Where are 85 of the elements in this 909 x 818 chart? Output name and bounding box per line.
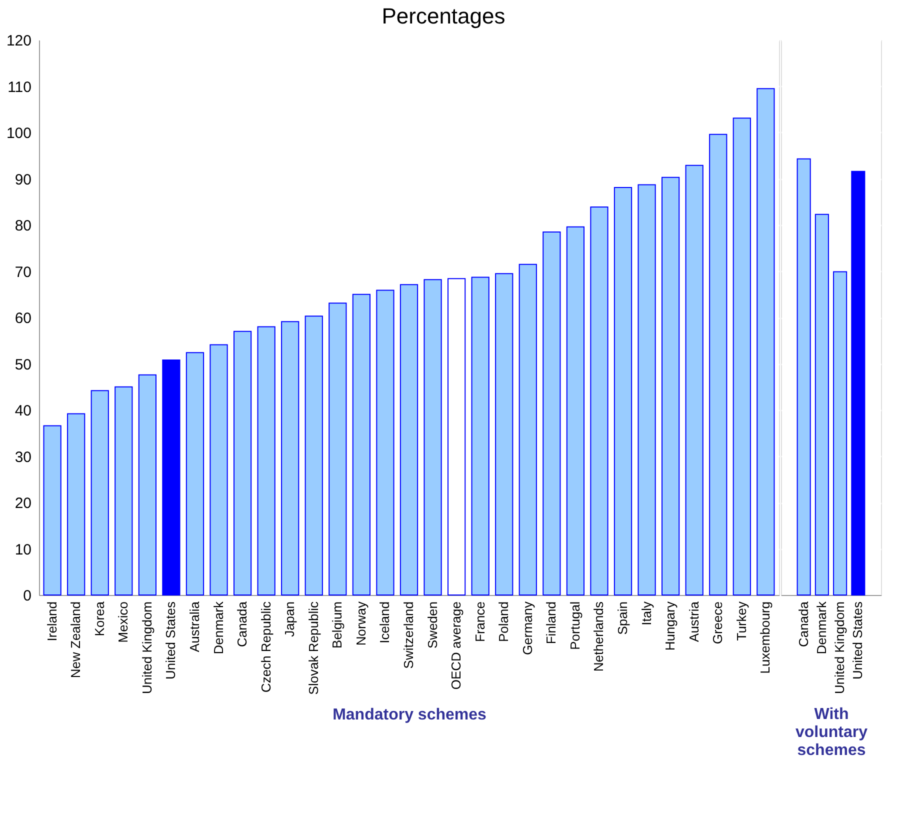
bar xyxy=(162,360,180,596)
y-tick-label: 10 xyxy=(14,541,32,558)
y-tick-label: 80 xyxy=(14,218,32,234)
bar xyxy=(43,425,62,596)
bar xyxy=(210,344,228,596)
bar xyxy=(471,276,490,596)
y-tick-label: 110 xyxy=(8,78,32,96)
x-tick-label: Finland xyxy=(544,602,559,644)
bar xyxy=(638,184,656,596)
bar xyxy=(796,158,811,596)
bar xyxy=(376,290,394,596)
bar xyxy=(233,330,252,596)
x-tick-label: Greece xyxy=(710,602,726,644)
y-tick-label: 60 xyxy=(14,310,32,327)
x-tick-label: Canada xyxy=(234,600,250,648)
bar xyxy=(400,284,418,596)
bar xyxy=(518,264,537,596)
x-tick-label: Austria xyxy=(686,600,702,642)
x-tick-label: Denmark xyxy=(814,601,829,654)
bar xyxy=(590,206,608,596)
bar xyxy=(114,386,133,596)
x-axis-title: With voluntary schemes xyxy=(795,706,868,759)
x-tick-label: United Kingdom xyxy=(139,602,154,694)
x-tick-label: Norway xyxy=(353,601,368,646)
x-tick-label: Italy xyxy=(638,601,654,626)
x-tick-label: Germany xyxy=(520,601,535,655)
bar xyxy=(566,226,585,596)
x-tick-label: Portugal xyxy=(567,601,582,650)
x-tick-label: Hungary xyxy=(662,601,678,651)
x-tick-label: Slovak Republic xyxy=(306,601,321,695)
bar xyxy=(662,176,680,596)
bar xyxy=(281,321,300,596)
bar xyxy=(328,302,347,596)
x-tick-label: OECD average xyxy=(448,602,464,690)
bar xyxy=(833,271,848,596)
x-tick-label: Japan xyxy=(282,602,298,637)
bar xyxy=(352,294,371,596)
x-tick-label: Poland xyxy=(496,602,512,642)
y-tick-label: 90 xyxy=(14,171,32,188)
bar xyxy=(90,390,109,596)
x-tick-label: United Kingdom xyxy=(832,602,848,694)
x-tick-label: Spain xyxy=(615,602,630,635)
bar xyxy=(542,231,561,596)
x-axis-title: Mandatory schemes xyxy=(332,706,487,724)
x-tick-label: Netherlands xyxy=(591,601,606,672)
y-tick-label: 100 xyxy=(6,125,32,142)
bar xyxy=(756,88,775,596)
bar xyxy=(257,326,276,596)
bar xyxy=(424,279,442,596)
x-tick-label: Luxembourg xyxy=(758,602,773,674)
x-tick-label: Denmark xyxy=(210,601,226,654)
bar xyxy=(186,352,204,596)
y-tick-label: 30 xyxy=(14,448,32,466)
x-tick-label: Australia xyxy=(186,600,202,652)
bar xyxy=(304,316,323,596)
y-tick-label: 40 xyxy=(14,402,32,420)
y-tick-label: 70 xyxy=(14,264,32,281)
bar xyxy=(732,118,751,596)
x-tick-label: Turkey xyxy=(734,601,749,641)
x-tick-label: Korea xyxy=(92,600,107,636)
x-tick-label: France xyxy=(472,602,488,642)
bar xyxy=(851,170,866,596)
x-tick-label: United States xyxy=(850,601,866,680)
x-tick-label: Mexico xyxy=(116,602,131,643)
y-tick-label: 20 xyxy=(14,495,32,512)
bar xyxy=(685,164,704,596)
bar xyxy=(814,214,829,596)
x-tick-label: Canada xyxy=(796,600,811,648)
bar xyxy=(495,273,514,596)
y-tick-label: 50 xyxy=(14,356,32,374)
x-tick-label: Ireland xyxy=(44,602,60,642)
bar xyxy=(138,374,156,596)
y-tick-label: 0 xyxy=(23,588,32,604)
x-tick-label: Switzerland xyxy=(401,602,416,669)
x-tick-label: United States xyxy=(163,601,178,680)
x-tick-label: New Zealand xyxy=(68,602,84,678)
bar xyxy=(67,413,86,596)
x-tick-label: Belgium xyxy=(330,602,345,648)
x-tick-label: Sweden xyxy=(424,602,440,648)
x-tick-label: Czech Republic xyxy=(258,601,274,693)
bar xyxy=(709,134,728,596)
chart-title: Percentages xyxy=(382,4,506,28)
bar xyxy=(614,187,632,596)
y-tick-label: 120 xyxy=(6,32,32,50)
x-tick-label: Iceland xyxy=(377,602,392,644)
